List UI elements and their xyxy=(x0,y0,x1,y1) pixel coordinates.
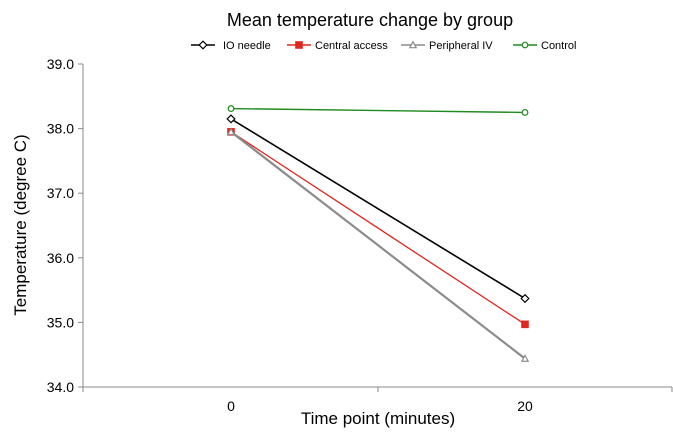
y-tick-label: 38.0 xyxy=(47,121,74,137)
series-central-access xyxy=(227,128,529,329)
data-point xyxy=(226,127,236,136)
series-line xyxy=(230,130,526,360)
series-line xyxy=(230,131,526,325)
chart-title: Mean temperature change by group xyxy=(227,10,513,30)
data-point xyxy=(521,320,529,329)
data-point xyxy=(520,293,530,304)
series-peripheral-iv xyxy=(226,127,530,362)
legend-marker xyxy=(408,40,418,49)
legend-label: Central access xyxy=(315,40,388,52)
y-tick-label: 37.0 xyxy=(47,185,74,201)
legend-item: Central access xyxy=(287,40,388,52)
legend-marker xyxy=(521,41,529,49)
y-tick-label: 35.0 xyxy=(47,314,74,330)
series-control xyxy=(227,105,529,116)
legend-label: Peripheral IV xyxy=(429,40,493,52)
y-axis-title: Temperature (degree C) xyxy=(11,134,30,315)
series-line xyxy=(230,118,526,300)
data-point xyxy=(226,114,236,124)
legend-marker xyxy=(295,41,303,49)
legend-label: Control xyxy=(541,40,576,52)
data-point xyxy=(520,354,530,362)
legend: IO needle Central access Peripheral IV Cont… xyxy=(191,40,576,52)
y-axis-ticks: 34.0 35.0 36.0 37.0 38.0 39.0 xyxy=(47,56,83,395)
series-group xyxy=(226,105,530,362)
legend-item: Peripheral IV xyxy=(401,40,493,52)
legend-item: IO needle xyxy=(191,40,271,52)
data-point xyxy=(227,105,235,112)
x-axis-title: Time point (minutes) xyxy=(301,409,455,428)
legend-item: Control xyxy=(513,40,576,52)
axes xyxy=(82,64,672,388)
series-io-needle xyxy=(226,114,530,304)
series-line xyxy=(230,107,526,114)
y-tick-label: 39.0 xyxy=(47,56,74,72)
data-point xyxy=(521,109,529,116)
legend-marker xyxy=(198,40,208,50)
x-axis-ticks: 0 20 xyxy=(82,387,673,414)
y-tick-label: 36.0 xyxy=(47,250,74,266)
x-tick-label: 20 xyxy=(517,398,533,414)
y-tick-label: 34.0 xyxy=(47,379,74,395)
legend-label: IO needle xyxy=(223,40,271,52)
x-tick-label: 0 xyxy=(227,398,235,414)
